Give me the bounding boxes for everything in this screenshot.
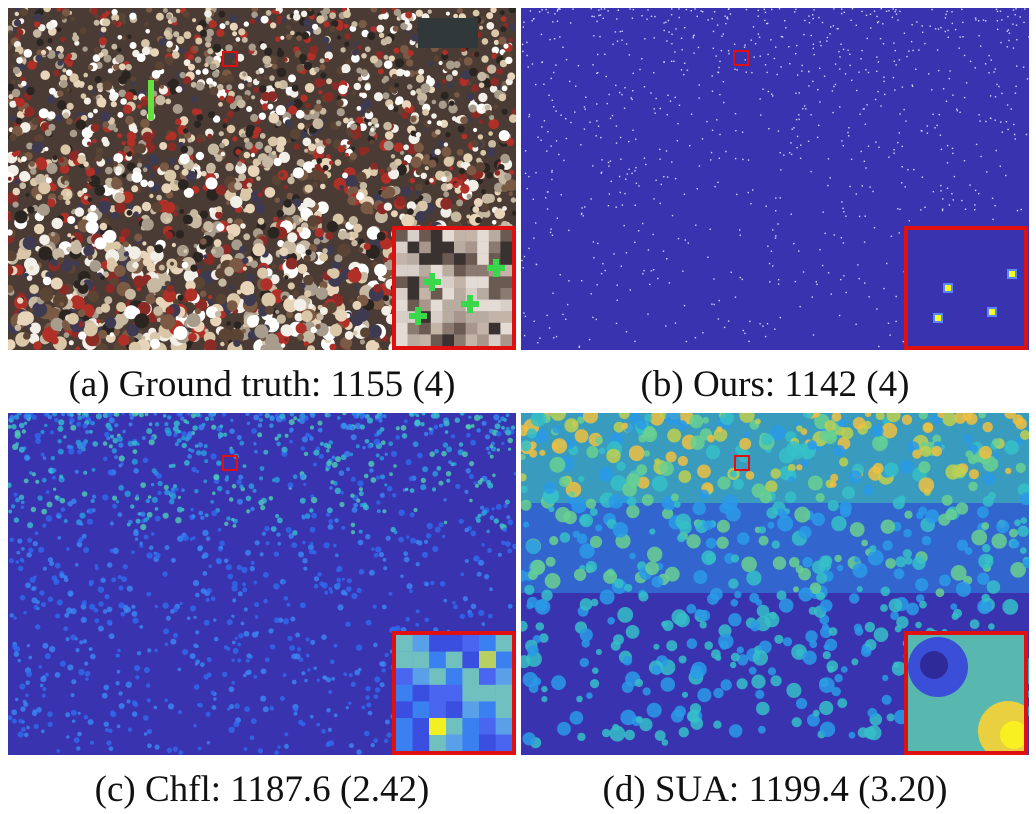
caption: (d) SUA: 1199.4 (3.20) (602, 769, 948, 810)
caption: (c) Chfl: 1187.6 (2.42) (94, 769, 430, 810)
panel-b: (b) Ours: 1142 (4) (521, 8, 1029, 408)
panel-a: (a) Ground truth: 1155 (4) (8, 8, 516, 408)
zoom-inset (392, 631, 516, 755)
panel-d: (d) SUA: 1199.4 (3.20) (521, 413, 1029, 813)
caption: (a) Ground truth: 1155 (4) (68, 364, 456, 405)
roi-box (734, 455, 750, 471)
roi-box (222, 51, 238, 67)
zoom-inset (904, 631, 1028, 755)
zoom-inset (904, 226, 1028, 350)
panel-c: (c) Chfl: 1187.6 (2.42) (8, 413, 516, 813)
roi-box (222, 455, 238, 471)
zoom-inset (392, 226, 516, 350)
roi-box (733, 50, 749, 66)
caption: (b) Ours: 1142 (4) (640, 364, 910, 405)
